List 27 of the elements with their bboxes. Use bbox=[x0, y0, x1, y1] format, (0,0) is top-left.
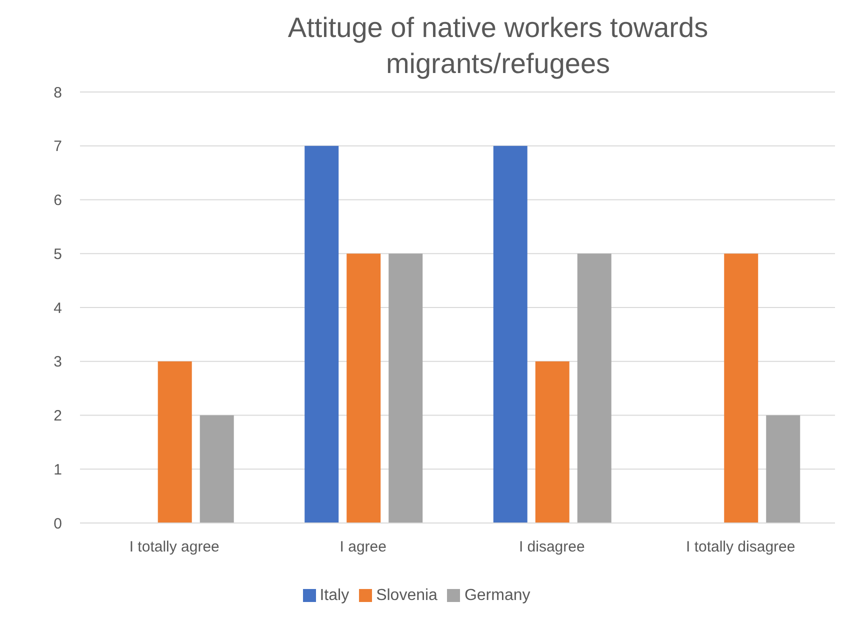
x-tick-label: I disagree bbox=[518, 538, 585, 556]
y-tick-label: 1 bbox=[54, 461, 62, 478]
bar bbox=[388, 254, 423, 523]
y-tick-label: 4 bbox=[54, 300, 62, 317]
y-tick-label: 5 bbox=[54, 246, 62, 263]
legend-label: Slovenia bbox=[376, 587, 438, 604]
y-tick-label: 7 bbox=[54, 138, 62, 156]
bar bbox=[304, 146, 339, 523]
y-tick-label: 8 bbox=[54, 84, 62, 102]
bar bbox=[493, 146, 528, 523]
bar bbox=[535, 361, 570, 523]
bar bbox=[158, 361, 192, 523]
y-tick-label: 0 bbox=[54, 515, 62, 532]
bar bbox=[200, 415, 234, 523]
y-tick-label: 3 bbox=[54, 354, 62, 371]
y-tick-label: 2 bbox=[54, 408, 62, 425]
bar bbox=[724, 254, 758, 523]
x-tick-label: I agree bbox=[340, 538, 386, 556]
bar bbox=[766, 415, 800, 523]
x-tick-label: I totally agree bbox=[129, 538, 220, 556]
bar bbox=[346, 254, 381, 523]
x-tick-label: I totally disagree bbox=[686, 538, 796, 556]
bar bbox=[577, 254, 612, 523]
legend-label: Germany bbox=[464, 587, 530, 604]
y-tick-label: 6 bbox=[54, 192, 62, 210]
legend-label: Italy bbox=[320, 587, 350, 604]
chart-title: Attituge of native workers towards migrants/refugees bbox=[286, 11, 710, 81]
